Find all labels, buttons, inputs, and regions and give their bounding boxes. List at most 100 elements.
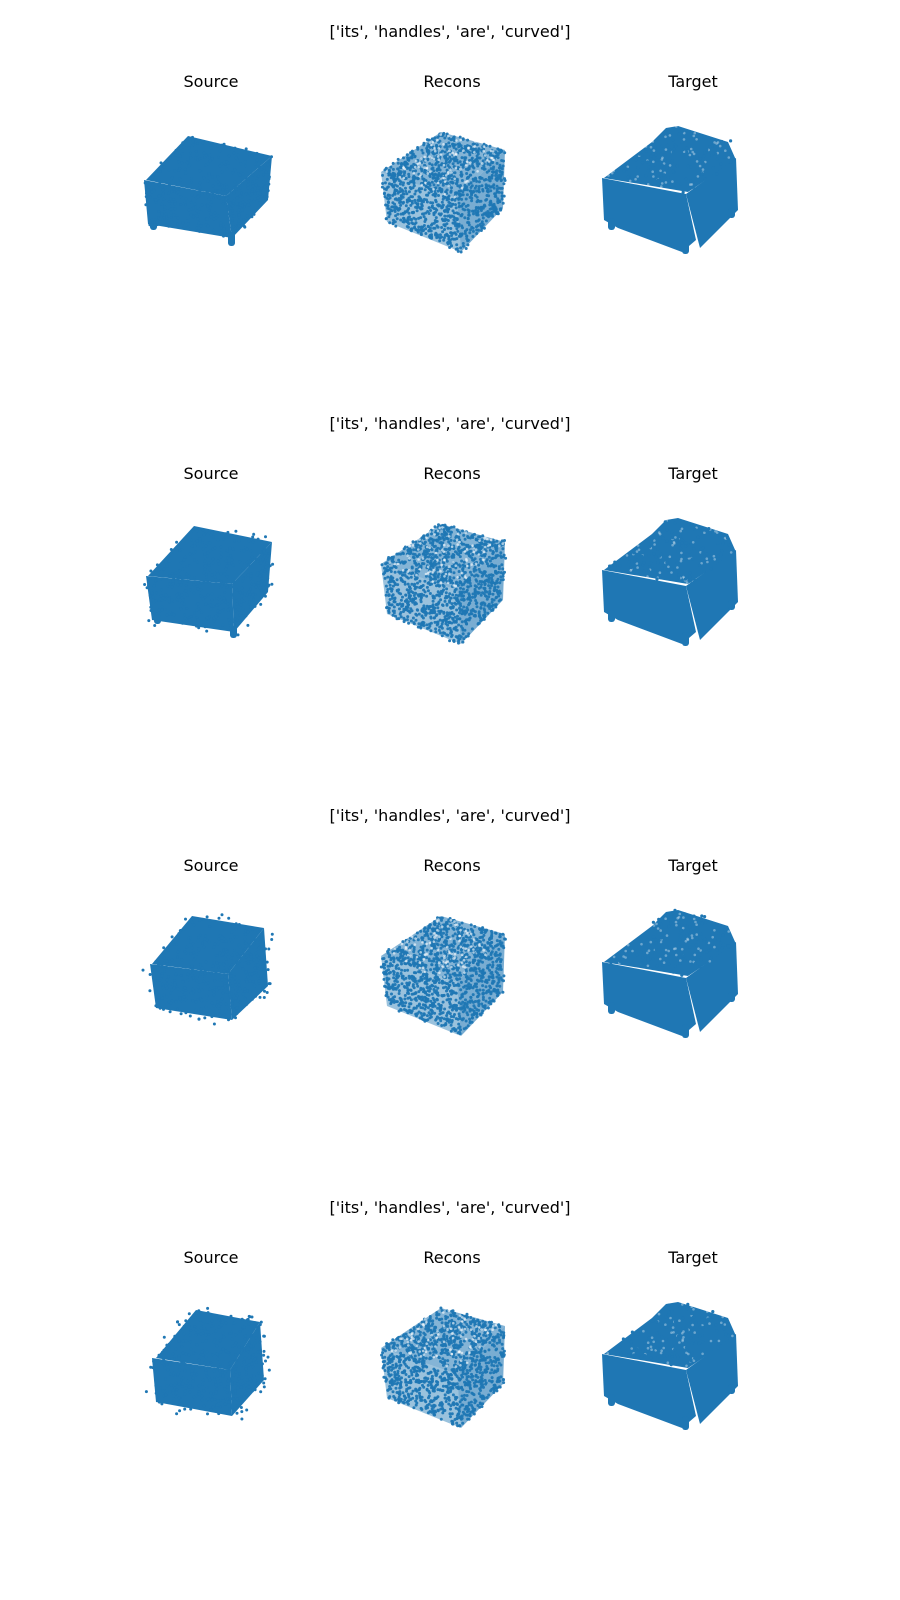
- point: [208, 987, 212, 991]
- point: [409, 227, 413, 231]
- point: [175, 540, 179, 544]
- point: [247, 944, 251, 948]
- point: [412, 957, 416, 961]
- point: [399, 552, 403, 556]
- point: [193, 541, 197, 545]
- point: [443, 150, 447, 154]
- point: [243, 990, 247, 993]
- point: [445, 614, 449, 618]
- point: [178, 167, 182, 170]
- point: [159, 977, 163, 980]
- point: [471, 544, 474, 547]
- point: [462, 936, 465, 940]
- point: [475, 585, 478, 589]
- point: [459, 973, 463, 977]
- point: [454, 584, 457, 588]
- point: [670, 536, 675, 540]
- point: [194, 1008, 198, 1012]
- point: [236, 961, 240, 965]
- point: [416, 965, 420, 969]
- point: [198, 918, 202, 922]
- panel-label: Source: [183, 72, 239, 91]
- point: [441, 176, 444, 180]
- point: [408, 215, 411, 219]
- point: [237, 923, 241, 926]
- point: [454, 635, 458, 639]
- point: [164, 560, 168, 564]
- point: [406, 956, 410, 960]
- point: [474, 208, 478, 212]
- point: [417, 188, 421, 192]
- point: [705, 148, 709, 152]
- point: [417, 569, 421, 573]
- point: [443, 558, 446, 562]
- point: [713, 141, 716, 144]
- point: [499, 551, 503, 555]
- point: [470, 225, 474, 229]
- point: [450, 171, 453, 174]
- point: [160, 588, 163, 592]
- point: [463, 575, 467, 578]
- point: [388, 583, 392, 587]
- point: [452, 639, 456, 643]
- point: [169, 197, 172, 201]
- point: [402, 610, 405, 613]
- point: [442, 163, 446, 167]
- point: [441, 172, 444, 176]
- point: [465, 237, 469, 241]
- point: [467, 596, 471, 600]
- point: [421, 620, 425, 624]
- point: [174, 1000, 178, 1004]
- point: [467, 550, 471, 554]
- point: [218, 962, 222, 966]
- point: [199, 972, 203, 976]
- point: [455, 139, 458, 142]
- point-cloud-face: [146, 136, 272, 196]
- point: [398, 187, 402, 190]
- point: [240, 182, 244, 186]
- point: [447, 236, 451, 240]
- point: [428, 926, 432, 930]
- point: [391, 559, 395, 563]
- point: [149, 609, 153, 612]
- point: [459, 144, 463, 148]
- point: [468, 173, 472, 177]
- point: [435, 533, 439, 536]
- point: [441, 197, 445, 201]
- point: [679, 529, 682, 533]
- point: [253, 966, 257, 970]
- point: [672, 147, 676, 151]
- point: [703, 177, 707, 181]
- point: [236, 989, 240, 993]
- point: [199, 933, 202, 937]
- point: [660, 182, 664, 185]
- point: [656, 183, 660, 187]
- point: [482, 938, 486, 942]
- point: [196, 618, 200, 622]
- point: [397, 989, 401, 993]
- point: [724, 149, 727, 152]
- point: [446, 551, 450, 554]
- point: [495, 184, 499, 188]
- point: [149, 605, 153, 609]
- point: [446, 172, 450, 175]
- point: [246, 180, 250, 183]
- point: [204, 1005, 208, 1009]
- point: [224, 979, 228, 983]
- point: [410, 199, 414, 203]
- point: [436, 1022, 440, 1025]
- point: [388, 221, 392, 225]
- point: [406, 615, 410, 619]
- point: [389, 165, 393, 169]
- point: [461, 956, 465, 960]
- point: [220, 170, 224, 174]
- point: [433, 544, 437, 548]
- point: [727, 156, 731, 159]
- point: [226, 161, 230, 165]
- point: [391, 167, 395, 171]
- point: [472, 609, 476, 613]
- point: [201, 597, 205, 601]
- point: [672, 183, 677, 187]
- point: [447, 565, 451, 568]
- point: [458, 590, 462, 594]
